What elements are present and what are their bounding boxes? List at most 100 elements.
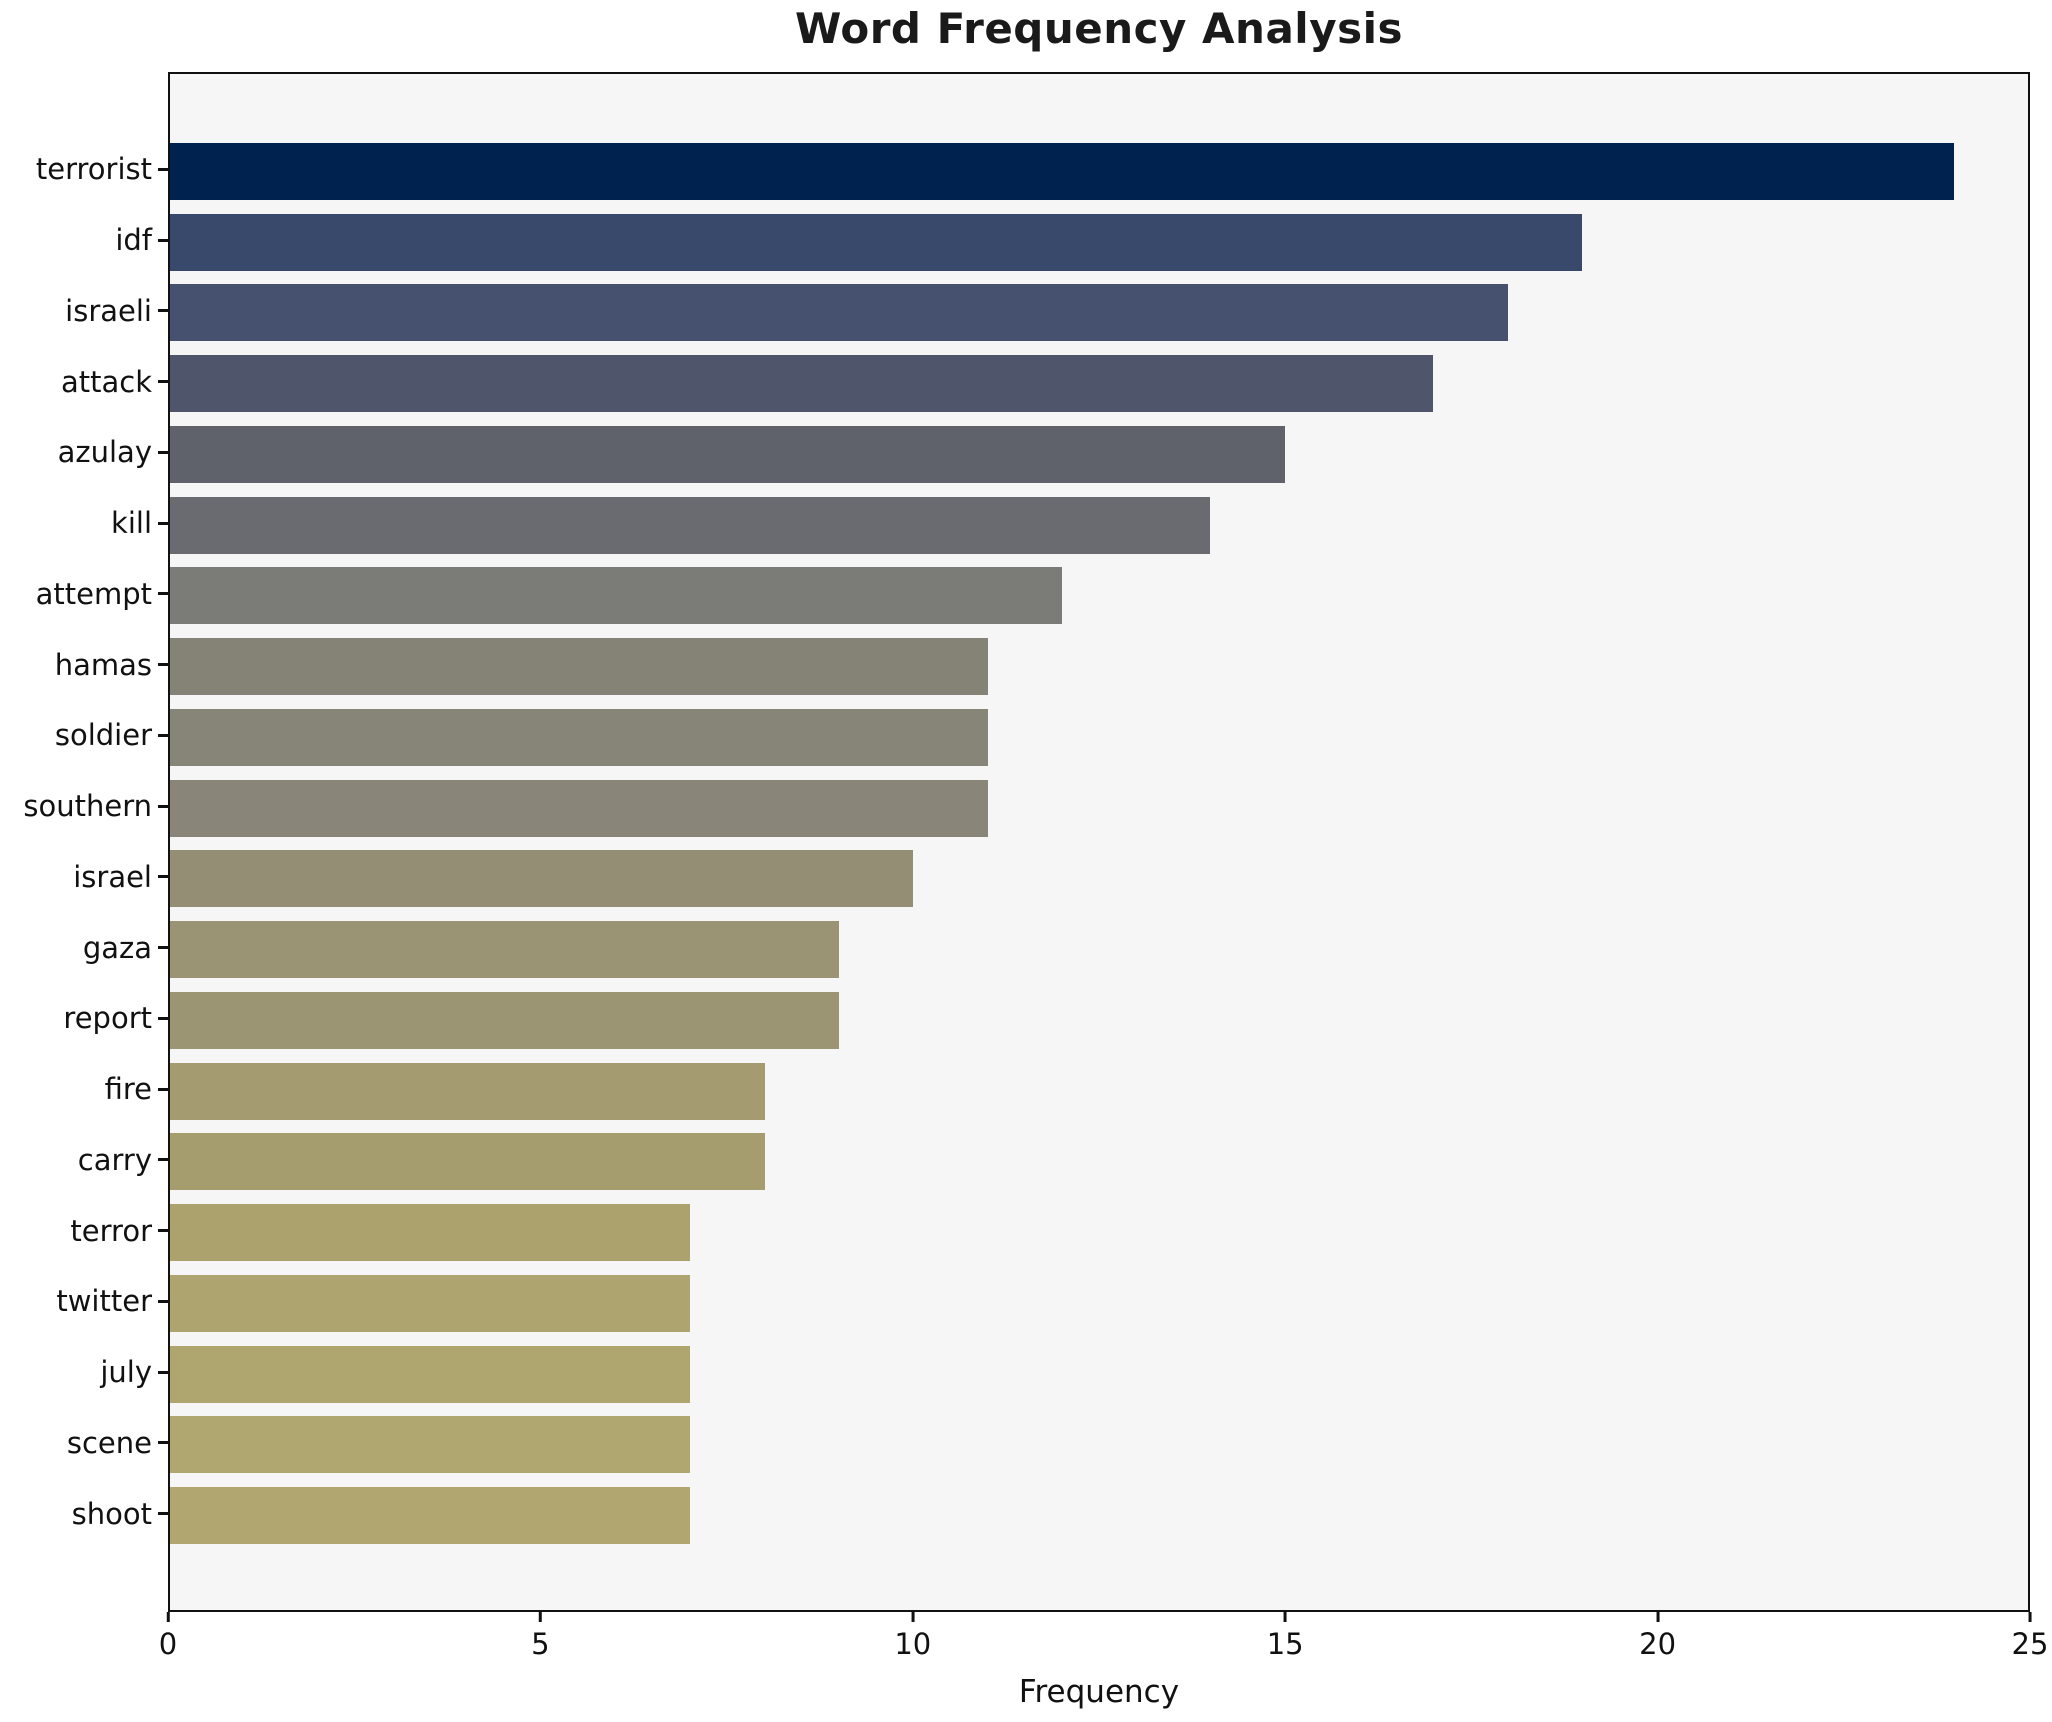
bar-report bbox=[170, 991, 839, 1049]
bar-row bbox=[170, 278, 2028, 349]
bar-row bbox=[170, 1056, 2028, 1127]
x-tick: 15 bbox=[1267, 1612, 1304, 1661]
y-tick-mark bbox=[158, 592, 168, 596]
bar-row bbox=[170, 914, 2028, 985]
y-tick-mark bbox=[158, 380, 168, 384]
x-tick-mark bbox=[1283, 1612, 1287, 1622]
bar-israel bbox=[170, 850, 914, 908]
x-tick: 5 bbox=[531, 1612, 550, 1661]
y-tick-label: israel bbox=[73, 859, 152, 894]
y-label-row: gaza bbox=[0, 912, 168, 983]
y-tick-mark bbox=[158, 804, 168, 808]
y-label-row: terror bbox=[0, 1195, 168, 1266]
y-tick-label: twitter bbox=[56, 1284, 152, 1319]
x-tick-label: 0 bbox=[158, 1627, 178, 1661]
y-label-row: hamas bbox=[0, 629, 168, 700]
bar-hamas bbox=[170, 638, 988, 696]
bar-row bbox=[170, 136, 2028, 207]
bar-row bbox=[170, 490, 2028, 561]
y-label-row: twitter bbox=[0, 1266, 168, 1337]
bar-attempt bbox=[170, 567, 1062, 625]
bar-southern bbox=[170, 779, 988, 837]
bar-row bbox=[170, 1410, 2028, 1481]
bar-twitter bbox=[170, 1274, 691, 1332]
bar-row bbox=[170, 773, 2028, 844]
x-tick-label: 15 bbox=[1266, 1627, 1304, 1661]
y-tick-mark bbox=[158, 450, 168, 454]
y-tick-mark bbox=[158, 946, 168, 950]
y-tick-label: terrorist bbox=[35, 152, 152, 187]
x-tick: 20 bbox=[1639, 1612, 1676, 1661]
y-tick-mark bbox=[158, 1441, 168, 1445]
bar-row bbox=[170, 1197, 2028, 1268]
y-axis-labels: terrorist idf israeli attack azulay kill attem… bbox=[0, 72, 168, 1612]
y-tick-label: soldier bbox=[54, 718, 152, 753]
bar-azulay bbox=[170, 425, 1285, 483]
x-tick-mark bbox=[166, 1612, 170, 1622]
x-tick-mark bbox=[1656, 1612, 1660, 1622]
y-label-row: southern bbox=[0, 771, 168, 842]
y-label-row: terrorist bbox=[0, 134, 168, 205]
x-axis-ticks: 0 5 10 15 20 25 bbox=[159, 1612, 2048, 1672]
plot-area bbox=[168, 72, 2030, 1612]
y-label-row: attack bbox=[0, 346, 168, 417]
bar-fire bbox=[170, 1062, 765, 1120]
bar-row bbox=[170, 1480, 2028, 1551]
bar-terrorist bbox=[170, 142, 1954, 200]
y-label-row: report bbox=[0, 983, 168, 1054]
bar-row bbox=[170, 1127, 2028, 1198]
y-tick-mark bbox=[158, 238, 168, 242]
bar-row bbox=[170, 348, 2028, 419]
bar-idf bbox=[170, 213, 1583, 271]
bars-container bbox=[170, 74, 2028, 1610]
y-label-row: israeli bbox=[0, 276, 168, 347]
x-tick-mark bbox=[911, 1612, 915, 1622]
bar-row bbox=[170, 844, 2028, 915]
x-tick: 25 bbox=[2012, 1612, 2048, 1661]
y-label-row: kill bbox=[0, 488, 168, 559]
y-tick-mark bbox=[158, 733, 168, 737]
bar-row bbox=[170, 207, 2028, 278]
y-tick-label: scene bbox=[66, 1425, 152, 1460]
y-label-row: fire bbox=[0, 1054, 168, 1125]
y-label-row: soldier bbox=[0, 700, 168, 771]
y-tick-label: kill bbox=[111, 506, 152, 541]
bar-row bbox=[170, 985, 2028, 1056]
y-tick-label: azulay bbox=[57, 435, 152, 470]
y-tick-label: hamas bbox=[54, 647, 152, 682]
bar-july bbox=[170, 1345, 691, 1403]
bar-gaza bbox=[170, 921, 839, 979]
y-tick-mark bbox=[158, 1229, 168, 1233]
y-tick-mark bbox=[158, 1087, 168, 1091]
x-tick-label: 10 bbox=[894, 1627, 932, 1661]
y-label-row: israel bbox=[0, 842, 168, 913]
x-tick: 0 bbox=[159, 1612, 177, 1661]
bar-row bbox=[170, 1268, 2028, 1339]
y-tick-label: fire bbox=[104, 1072, 152, 1107]
y-label-row: attempt bbox=[0, 559, 168, 630]
bar-kill bbox=[170, 496, 1211, 554]
y-tick-label: attempt bbox=[35, 576, 152, 611]
bar-attack bbox=[170, 355, 1434, 413]
bar-row bbox=[170, 419, 2028, 490]
y-label-row: scene bbox=[0, 1408, 168, 1479]
bar-carry bbox=[170, 1133, 765, 1191]
y-tick-label: gaza bbox=[82, 930, 152, 965]
bar-soldier bbox=[170, 708, 988, 766]
y-tick-mark bbox=[158, 309, 168, 313]
bar-row bbox=[170, 561, 2028, 632]
y-tick-label: idf bbox=[115, 223, 152, 258]
y-tick-label: july bbox=[100, 1355, 152, 1390]
x-tick: 10 bbox=[894, 1612, 931, 1661]
y-tick-mark bbox=[158, 1016, 168, 1020]
y-label-row: shoot bbox=[0, 1478, 168, 1549]
bar-row bbox=[170, 1339, 2028, 1410]
y-tick-mark bbox=[158, 521, 168, 525]
y-tick-mark bbox=[158, 1158, 168, 1162]
bar-israeli bbox=[170, 284, 1508, 342]
y-tick-label: israeli bbox=[65, 293, 152, 328]
y-tick-mark bbox=[158, 1512, 168, 1516]
y-tick-label: terror bbox=[70, 1213, 152, 1248]
y-tick-label: southern bbox=[23, 789, 152, 824]
